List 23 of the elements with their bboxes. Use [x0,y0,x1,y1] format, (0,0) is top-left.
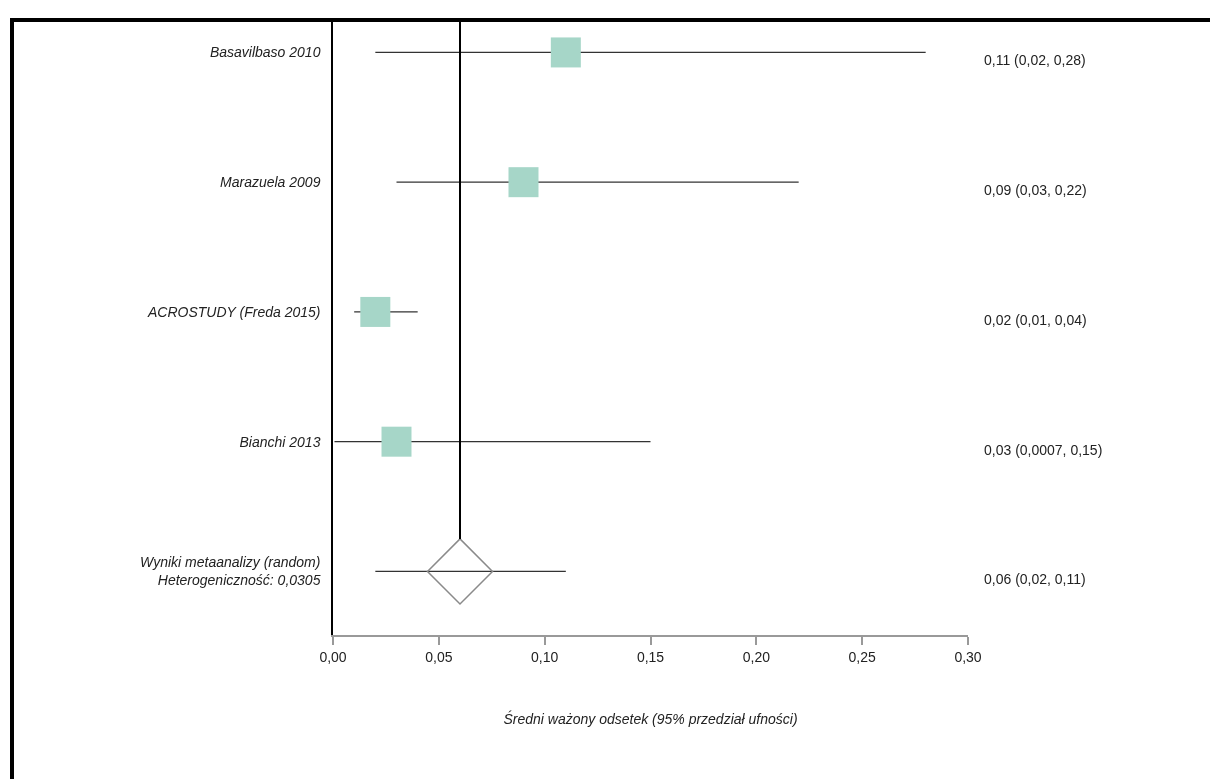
text: 0,06 (0,02, 0,11) [984,571,1086,587]
point [426,538,494,605]
x-tick-label: 0,10 [531,648,559,665]
y-tick-label: Bianchi 2013 [239,433,321,450]
text: 0,09 (0,03, 0,22) [984,182,1087,198]
y-tick-label: Basavilbaso 2010 [209,44,321,61]
text: 0,02 (0,01, 0,04) [984,312,1087,328]
x-tick-label: 0,30 [954,648,982,665]
x-tick-label: 0,20 [742,648,771,665]
y-tick-label: ACROSTUDY (Freda 2015) [146,303,321,320]
x-axis-title: Średni ważony odsetek (95% przedział ufności) [503,709,798,727]
y-tick-label: Wyniki metaanalizy (random) Heterogeniczność: 0,0305 [139,554,321,589]
point [381,426,412,457]
text: 0,11 (0,02, 0,28) [984,52,1086,68]
y-tick-label: Marazuela 2009 [220,174,321,191]
point [550,37,581,68]
point [360,296,391,327]
x-tick-label: 0,00 [319,648,347,665]
x-tick-label: 0,25 [848,648,877,665]
text: 0,03 (0,0007, 0,15) [984,442,1103,458]
x-tick-label: 0,15 [636,648,665,665]
point [508,167,539,198]
x-tick-label: 0,05 [425,648,453,665]
